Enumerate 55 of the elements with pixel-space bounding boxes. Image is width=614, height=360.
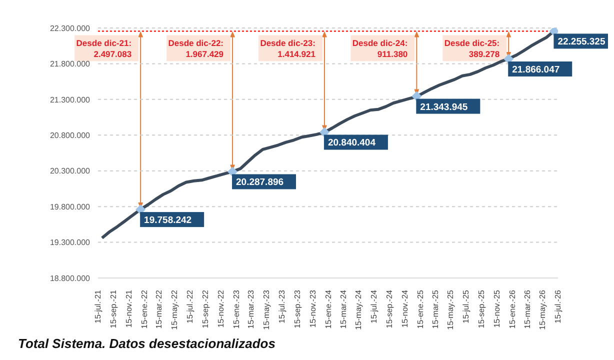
- data-label: 21.343.945: [420, 102, 468, 113]
- x-tick-label: 15-nov.-23: [308, 289, 318, 328]
- x-tick-label: 15-nov.-21: [124, 289, 134, 328]
- x-tick-label: 15-may.-23: [262, 289, 272, 330]
- annotation: Desde dic-23: 1.414.921: [260, 38, 316, 60]
- y-tick-label: 20.300.000: [50, 166, 91, 176]
- x-tick-label: 15-jul.-22: [185, 289, 194, 324]
- x-tick-label: 15-ene.-25: [416, 289, 425, 329]
- annotation: Desde dic-24: 911.380: [352, 38, 408, 60]
- x-tick-label: 15-sep.-22: [201, 289, 210, 328]
- x-tick-label: 15-mar.-24: [338, 289, 348, 329]
- x-tick-label: 15-sep.-23: [293, 289, 302, 328]
- x-tick-label: 15-nov.-24: [400, 289, 410, 328]
- y-tick-label: 22.300.000: [50, 24, 91, 33]
- x-tick-label: 15-mar.-25: [430, 289, 440, 329]
- y-tick-label: 21.800.000: [50, 60, 91, 69]
- data-label: 21.866.047: [512, 64, 560, 76]
- x-tick-label: 15-sep.-24: [385, 289, 394, 328]
- data-label: 22.255.325: [558, 36, 606, 48]
- x-tick-label: 15-ene.-24: [324, 289, 333, 329]
- x-tick-label: 15-jul.-26: [554, 289, 562, 324]
- x-tick-label: 15-jul.-23: [277, 289, 286, 324]
- y-tick-label: 19.300.000: [50, 238, 91, 248]
- x-tick-label: 15-mar.-22: [154, 289, 164, 329]
- point: [136, 204, 146, 215]
- x-tick-label: 15-may.-22: [170, 289, 180, 330]
- x-tick-label: 15-may.-24: [354, 289, 364, 330]
- data-label: 20.840.404: [328, 138, 376, 149]
- x-tick-label: 15-nov.-22: [216, 289, 226, 328]
- y-tick-label: 20.800.000: [50, 130, 91, 140]
- x-tick-label: 15-jul.-24: [370, 289, 379, 324]
- x-tick-label: 15-jul.-21: [94, 289, 102, 324]
- x-tick-label: 15-mar.-23: [246, 289, 256, 329]
- point: [228, 166, 238, 177]
- x-tick-label: 15-jul.-25: [462, 289, 471, 324]
- x-tick-label: 15-mar.-26: [522, 289, 532, 329]
- annotation: Desde dic-21: 2.497.083: [76, 38, 132, 60]
- x-tick-label: 15-sep.-25: [477, 289, 486, 328]
- x-tick-label: 15-ene.-23: [232, 289, 241, 329]
- y-tick-label: 19.800.000: [50, 202, 91, 212]
- x-tick-label: 15-ene.-26: [508, 289, 517, 329]
- data-label: 19.758.242: [144, 215, 192, 226]
- x-tick-label: 15-nov.-25: [492, 289, 502, 328]
- annotation: Desde dic-22: 1.967.429: [168, 38, 224, 60]
- x-tick-label: 15-may.-25: [446, 289, 456, 330]
- x-tick-label: 15-may.-26: [538, 289, 548, 330]
- annotation: Desde dic-25: 389.278: [444, 38, 500, 60]
- data-label: 20.287.896: [236, 177, 284, 188]
- point: [504, 54, 514, 64]
- text: Total Sistema. Datos desestacionalizados: [18, 336, 276, 351]
- point: [412, 91, 422, 102]
- x-tick-label: 15-sep.-21: [109, 289, 118, 328]
- x-tick-label: 15-ene.-22: [140, 289, 149, 329]
- y-tick-label: 21.300.000: [50, 95, 91, 104]
- y-tick-label: 18.800.000: [50, 274, 91, 283]
